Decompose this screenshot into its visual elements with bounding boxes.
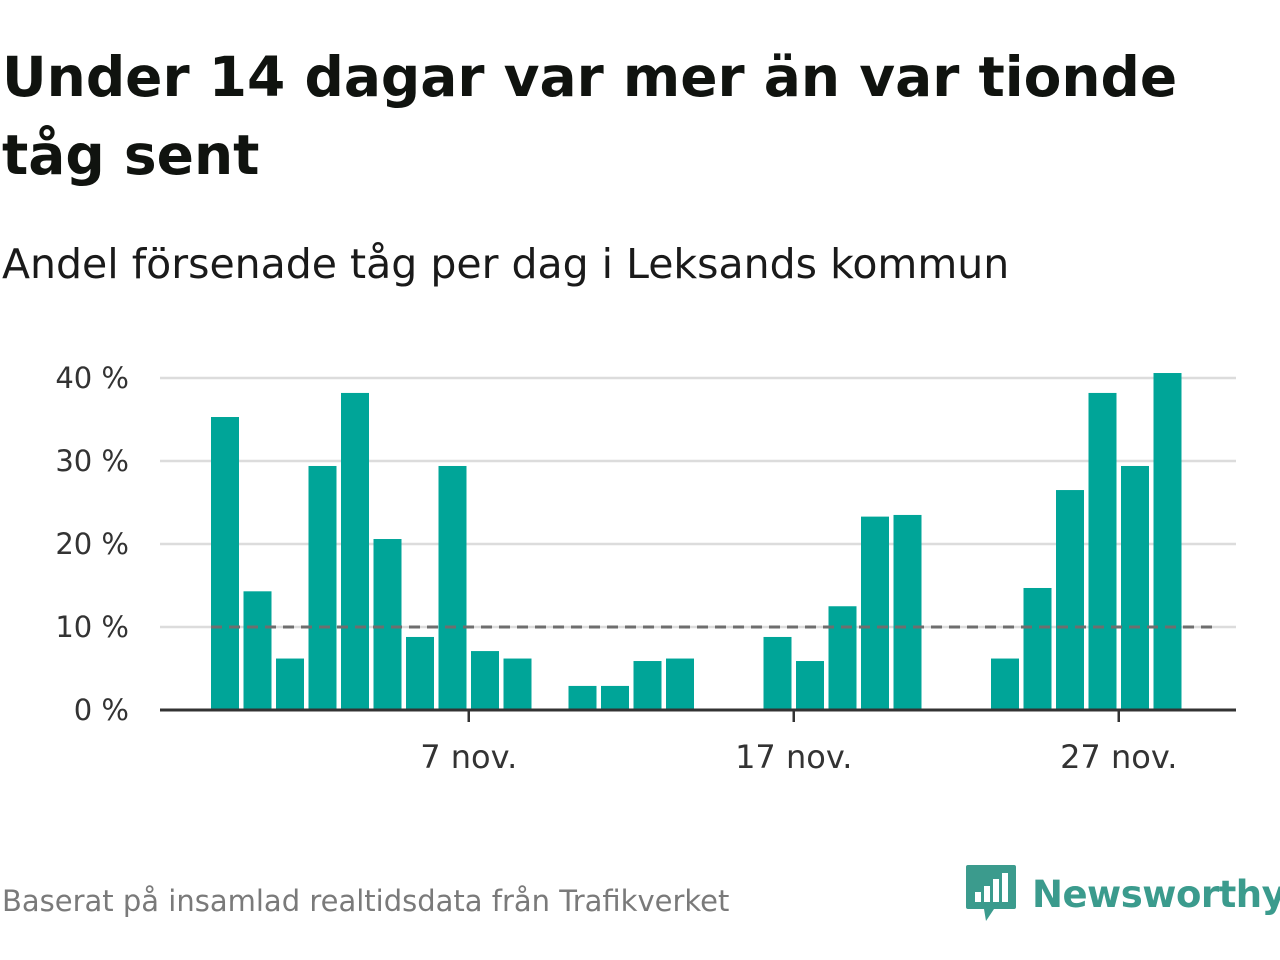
bar	[373, 539, 402, 710]
bar	[406, 636, 434, 710]
x-tick-label: 7 nov.	[420, 738, 517, 776]
x-tick-label: 27 nov.	[1060, 738, 1177, 776]
bar	[1056, 490, 1084, 710]
newsworthy-logo-icon	[966, 865, 1016, 921]
bar	[601, 685, 629, 710]
bar	[276, 658, 304, 710]
x-tick-label: 17 nov.	[735, 738, 852, 776]
bar	[763, 636, 792, 710]
bar	[633, 661, 662, 710]
brand-name: Newsworthy	[1032, 872, 1280, 916]
chart-title: Under 14 dagar var mer än var tionde tåg…	[2, 45, 1178, 187]
bar	[503, 658, 532, 710]
bar	[211, 417, 239, 710]
bar	[1153, 373, 1182, 710]
bar	[568, 685, 597, 710]
bar	[1023, 587, 1052, 710]
bar	[828, 606, 857, 710]
bar	[243, 591, 272, 710]
y-tick-label: 0 %	[74, 693, 129, 727]
bar	[666, 658, 694, 710]
bar	[861, 516, 889, 710]
y-tick-label: 30 %	[55, 444, 129, 478]
bar	[991, 658, 1019, 710]
bar	[1121, 465, 1149, 710]
y-tick-label: 40 %	[55, 361, 129, 395]
bar	[893, 514, 922, 710]
bar-chart: 0 % 10 % 20 % 30 % 40 % 7 nov. 17 nov. 27 nov.	[55, 361, 1236, 776]
bar	[796, 661, 824, 710]
y-tick-label: 20 %	[55, 527, 129, 561]
chart-subtitle: Andel försenade tåg per dag i Leksands k…	[2, 240, 1010, 288]
brand-logo: Newsworthy	[964, 862, 1280, 926]
bar	[438, 465, 467, 710]
bar	[471, 651, 499, 710]
source-footnote: Baserat på insamlad realtidsdata från Tr…	[2, 884, 730, 918]
y-tick-label: 10 %	[55, 610, 129, 644]
bar	[308, 465, 337, 710]
bar	[341, 392, 369, 710]
bar	[1088, 392, 1117, 710]
